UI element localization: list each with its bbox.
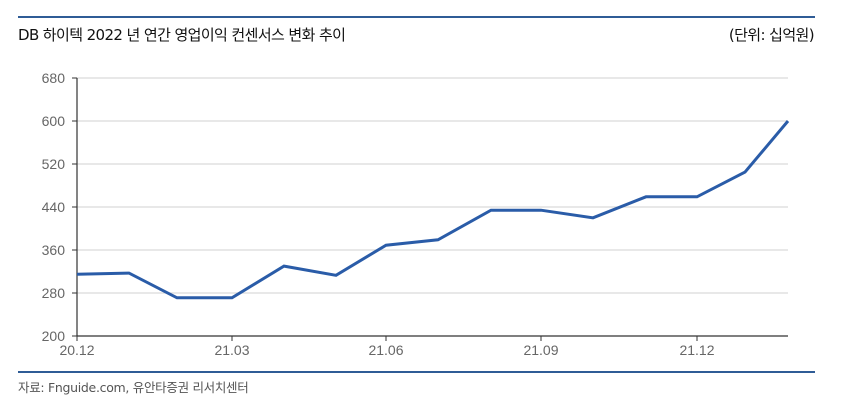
x-tick-label: 21.12 <box>679 342 714 358</box>
y-tick-label: 680 <box>42 70 66 86</box>
chart-title: DB 하이텍 2022 년 연간 영업이익 컨센서스 변화 추이 <box>18 26 346 44</box>
y-tick-label: 520 <box>42 156 66 172</box>
y-tick-label: 280 <box>42 285 66 301</box>
x-tick-label: 21.06 <box>368 342 403 358</box>
series-line <box>76 120 790 300</box>
bottom-rule <box>18 371 815 373</box>
x-tick-label: 21.03 <box>214 342 249 358</box>
top-rule <box>18 16 815 18</box>
x-tick-label: 20.12 <box>59 342 94 358</box>
unit-label: (단위: 십억원) <box>728 26 815 44</box>
y-tick-label: 600 <box>42 113 66 129</box>
y-tick-label: 360 <box>42 242 66 258</box>
x-tick-label: 21.09 <box>523 342 558 358</box>
y-tick-label: 440 <box>42 199 66 215</box>
source-note: 자료: Fnguide.com, 유안타증권 리서치센터 <box>18 380 249 395</box>
y-tick-label: 200 <box>42 328 66 344</box>
